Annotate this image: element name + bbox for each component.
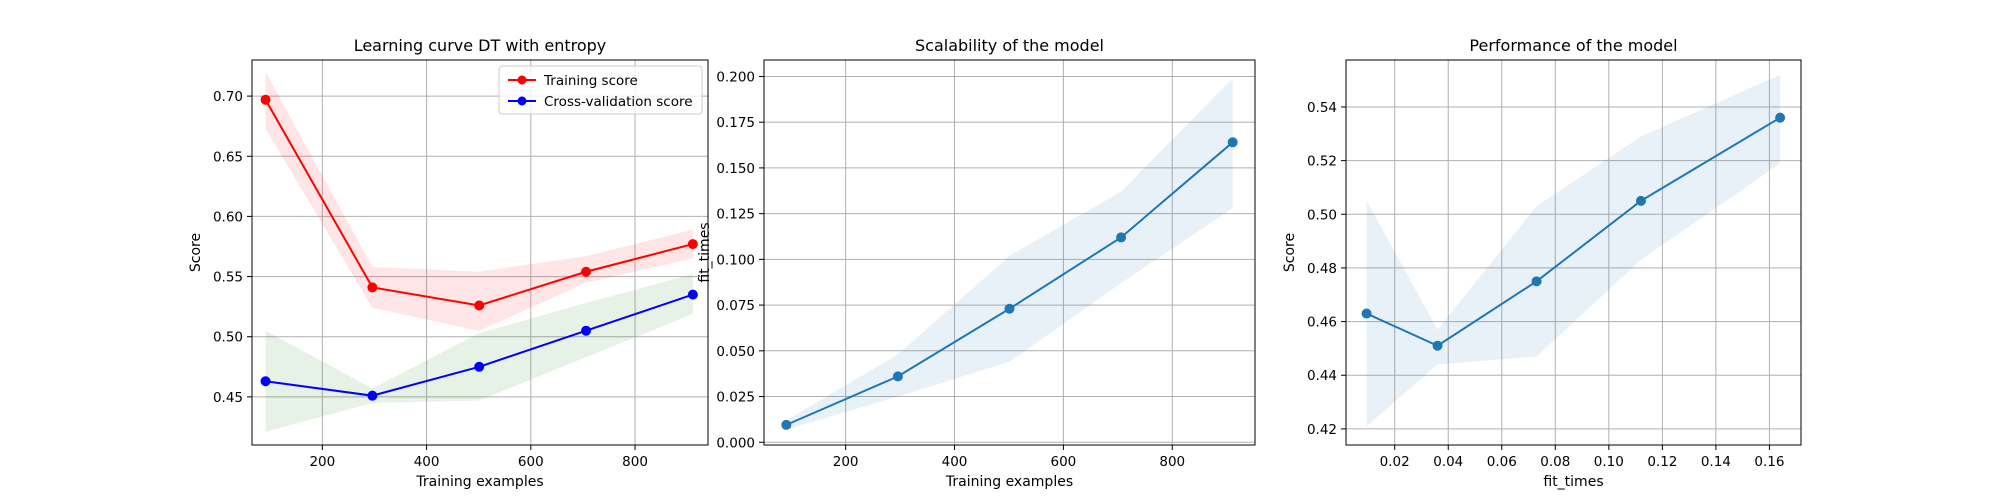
y-tick-label: 0.46 bbox=[1307, 315, 1337, 331]
plot-area bbox=[252, 60, 708, 445]
x-tick-label: 0.10 bbox=[1594, 454, 1624, 470]
chart-panel-1: 200 400 600 800 0.45 0.50 0.55 0.60 0.65 0.70 Lear… bbox=[188, 36, 709, 490]
x-tick-label: 600 bbox=[1050, 454, 1076, 470]
axes-frame bbox=[251, 59, 709, 446]
x-tick-label: 0.14 bbox=[1701, 454, 1731, 470]
x-tick-label: 0.16 bbox=[1754, 454, 1784, 470]
y-tick-label: 0.50 bbox=[1307, 207, 1337, 223]
data-point-1-4 bbox=[1635, 195, 1646, 206]
x-tick-label: 0.08 bbox=[1540, 454, 1570, 470]
data-point-1-5 bbox=[1227, 137, 1238, 148]
data-point-2-5 bbox=[687, 289, 698, 300]
data-point-1-1 bbox=[781, 419, 792, 430]
y-tick-label: 0.52 bbox=[1307, 154, 1337, 170]
x-tick-label: 800 bbox=[1159, 454, 1185, 470]
x-axis-label: fit_times bbox=[1543, 474, 1603, 490]
legend-label-2: Cross-validation score bbox=[544, 94, 693, 110]
y-tick-label: 0.150 bbox=[716, 161, 755, 177]
y-tick-label: 0.44 bbox=[1307, 368, 1337, 384]
data-point-1-2 bbox=[367, 282, 378, 293]
legend-marker-2 bbox=[517, 96, 527, 106]
data-point-1-1 bbox=[260, 94, 271, 105]
axes-frame bbox=[763, 59, 1256, 446]
y-tick-label: 0.42 bbox=[1307, 422, 1337, 438]
data-point-1-2 bbox=[1432, 340, 1443, 351]
x-tick-label: 200 bbox=[833, 454, 859, 470]
y-tick-label: 0.60 bbox=[213, 209, 243, 225]
chart-panel-3: 0.02 0.04 0.06 0.08 0.10 0.12 0.14 0.16 0.42 0.44… bbox=[1282, 36, 1802, 490]
axes-frame bbox=[1345, 59, 1802, 446]
chart-title: Learning curve DT with entropy bbox=[354, 36, 607, 55]
data-point-2-3 bbox=[474, 361, 485, 372]
legend-label-1: Training score bbox=[543, 73, 638, 89]
y-tick-label: 0.48 bbox=[1307, 261, 1337, 277]
legend-box bbox=[498, 65, 703, 115]
y-tick-label: 0.175 bbox=[716, 115, 755, 131]
x-tick-label: 600 bbox=[518, 454, 544, 470]
y-axis-label: fit_times bbox=[697, 222, 713, 282]
x-axis-label: Training examples bbox=[945, 474, 1073, 490]
data-point-1-3 bbox=[474, 300, 485, 311]
confidence-band-1 bbox=[1366, 74, 1781, 427]
y-tick-label: 0.45 bbox=[213, 390, 243, 406]
legend: Training score Cross-validation score bbox=[498, 65, 703, 115]
x-tick-label: 0.06 bbox=[1487, 454, 1517, 470]
chart-title: Performance of the model bbox=[1469, 36, 1677, 55]
x-tick-label: 0.12 bbox=[1647, 454, 1677, 470]
data-point-1-5 bbox=[687, 239, 698, 250]
data-point-1-5 bbox=[1775, 112, 1786, 123]
y-tick-label: 0.025 bbox=[716, 390, 755, 406]
data-point-2-1 bbox=[260, 376, 271, 387]
data-point-1-3 bbox=[1531, 276, 1542, 287]
y-tick-label: 0.200 bbox=[716, 69, 755, 85]
y-tick-label: 0.100 bbox=[716, 252, 755, 268]
y-tick-label: 0.50 bbox=[213, 330, 243, 346]
x-tick-label: 800 bbox=[622, 454, 648, 470]
y-tick-label: 0.075 bbox=[716, 298, 755, 314]
x-tick-label: 400 bbox=[942, 454, 968, 470]
y-tick-label: 0.125 bbox=[716, 207, 755, 223]
y-tick-label: 0.000 bbox=[716, 435, 755, 451]
x-axis-label: Training examples bbox=[415, 474, 543, 490]
y-tick-label: 0.65 bbox=[213, 149, 243, 165]
data-point-1-4 bbox=[581, 266, 592, 277]
y-tick-label: 0.55 bbox=[213, 270, 243, 286]
data-point-1-3 bbox=[1004, 303, 1015, 314]
x-tick-label: 200 bbox=[309, 454, 335, 470]
data-point-1-1 bbox=[1361, 308, 1372, 319]
data-point-2-4 bbox=[581, 325, 592, 336]
confidence-band-1 bbox=[265, 72, 693, 331]
y-axis-label: Score bbox=[1282, 233, 1298, 272]
y-axis-label: Score bbox=[188, 233, 204, 272]
y-tick-label: 0.70 bbox=[213, 89, 243, 105]
data-point-1-2 bbox=[892, 371, 903, 382]
plot-area bbox=[764, 60, 1255, 445]
legend-marker-1 bbox=[517, 75, 527, 85]
y-tick-label: 0.54 bbox=[1307, 100, 1337, 116]
chart-panel-2: 200 400 600 800 0.000 0.025 0.050 0.075 0.100 0.1… bbox=[697, 36, 1256, 490]
x-tick-label: 0.04 bbox=[1433, 454, 1463, 470]
chart-title: Scalability of the model bbox=[915, 36, 1104, 55]
x-tick-label: 0.02 bbox=[1380, 454, 1410, 470]
y-tick-label: 0.050 bbox=[716, 344, 755, 360]
data-point-2-2 bbox=[367, 390, 378, 401]
data-point-1-4 bbox=[1116, 232, 1127, 243]
x-tick-label: 400 bbox=[414, 454, 440, 470]
confidence-band-1 bbox=[786, 78, 1233, 430]
